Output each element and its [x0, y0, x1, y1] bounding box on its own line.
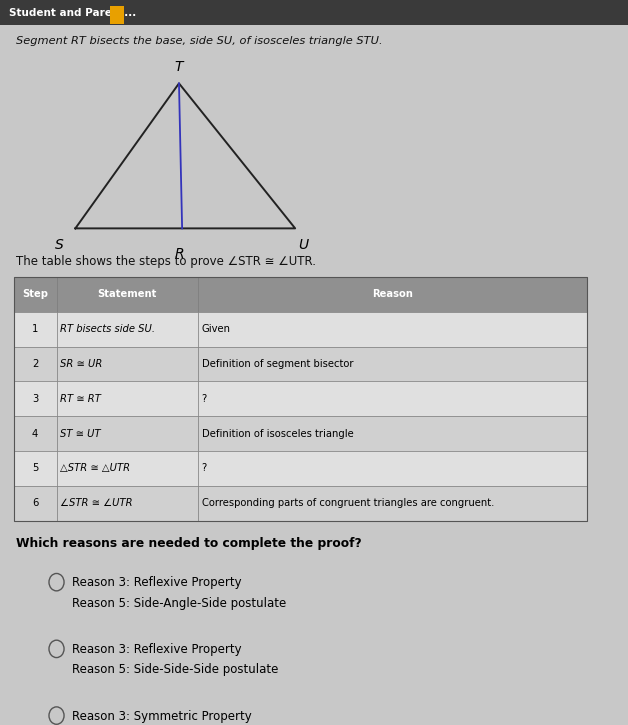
Bar [57, 381, 198, 416]
Text: Reason 5: Side-Angle-Side postulate: Reason 5: Side-Angle-Side postulate [72, 597, 286, 610]
Text: Reason 5: Side-Side-Side postulate: Reason 5: Side-Side-Side postulate [72, 663, 279, 676]
Bar [57, 486, 198, 521]
Text: S: S [55, 238, 64, 252]
Text: The table shows the steps to prove ∠STR ≅ ∠UTR.: The table shows the steps to prove ∠STR … [16, 255, 316, 268]
Text: Segment RT bisects the base, side SU, of isosceles triangle STU.: Segment RT bisects the base, side SU, of… [16, 36, 382, 46]
Text: T: T [175, 60, 183, 74]
Bar [14, 381, 57, 416]
Text: Statement: Statement [97, 289, 157, 299]
Bar [110, 6, 124, 24]
Text: RT ≅ RT: RT ≅ RT [60, 394, 101, 404]
Bar [198, 451, 587, 486]
Text: Step: Step [22, 289, 48, 299]
Text: U: U [298, 238, 308, 252]
Text: Reason: Reason [372, 289, 413, 299]
Bar [198, 347, 587, 381]
Text: Definition of segment bisector: Definition of segment bisector [202, 359, 353, 369]
Bar [57, 416, 198, 451]
Bar [198, 416, 587, 451]
Text: Reason 3: Reflexive Property: Reason 3: Reflexive Property [72, 576, 242, 589]
Text: 4: 4 [32, 428, 38, 439]
Text: Student and Parent...: Student and Parent... [9, 8, 137, 17]
Text: SR ≅ UR: SR ≅ UR [60, 359, 102, 369]
Text: R: R [174, 247, 184, 260]
Bar [57, 277, 198, 312]
Bar [198, 486, 587, 521]
Bar [198, 381, 587, 416]
Bar [57, 347, 198, 381]
Bar [14, 277, 587, 521]
Text: Given: Given [202, 324, 230, 334]
Bar [14, 312, 57, 347]
Text: 3: 3 [32, 394, 38, 404]
Text: ?: ? [202, 463, 207, 473]
Bar [14, 277, 57, 312]
Text: RT bisects side SU.: RT bisects side SU. [60, 324, 155, 334]
Text: ST ≅ UT: ST ≅ UT [60, 428, 101, 439]
Text: 5: 5 [32, 463, 38, 473]
Bar [14, 451, 57, 486]
Bar [57, 312, 198, 347]
Text: Reason 3: Symmetric Property: Reason 3: Symmetric Property [72, 710, 252, 723]
Text: Which reasons are needed to complete the proof?: Which reasons are needed to complete the… [16, 536, 361, 550]
Bar [57, 451, 198, 486]
Text: Definition of isosceles triangle: Definition of isosceles triangle [202, 428, 354, 439]
Text: △STR ≅ △UTR: △STR ≅ △UTR [60, 463, 131, 473]
Text: 1: 1 [32, 324, 38, 334]
Text: ?: ? [202, 394, 207, 404]
Text: 2: 2 [32, 359, 38, 369]
Text: 6: 6 [32, 498, 38, 508]
Bar [0, 0, 628, 25]
Bar [198, 277, 587, 312]
Bar [198, 312, 587, 347]
Bar [14, 347, 57, 381]
Bar [14, 486, 57, 521]
Bar [14, 416, 57, 451]
Text: Reason 3: Reflexive Property: Reason 3: Reflexive Property [72, 643, 242, 656]
Text: Corresponding parts of congruent triangles are congruent.: Corresponding parts of congruent triangl… [202, 498, 494, 508]
Text: ∠STR ≅ ∠UTR: ∠STR ≅ ∠UTR [60, 498, 133, 508]
